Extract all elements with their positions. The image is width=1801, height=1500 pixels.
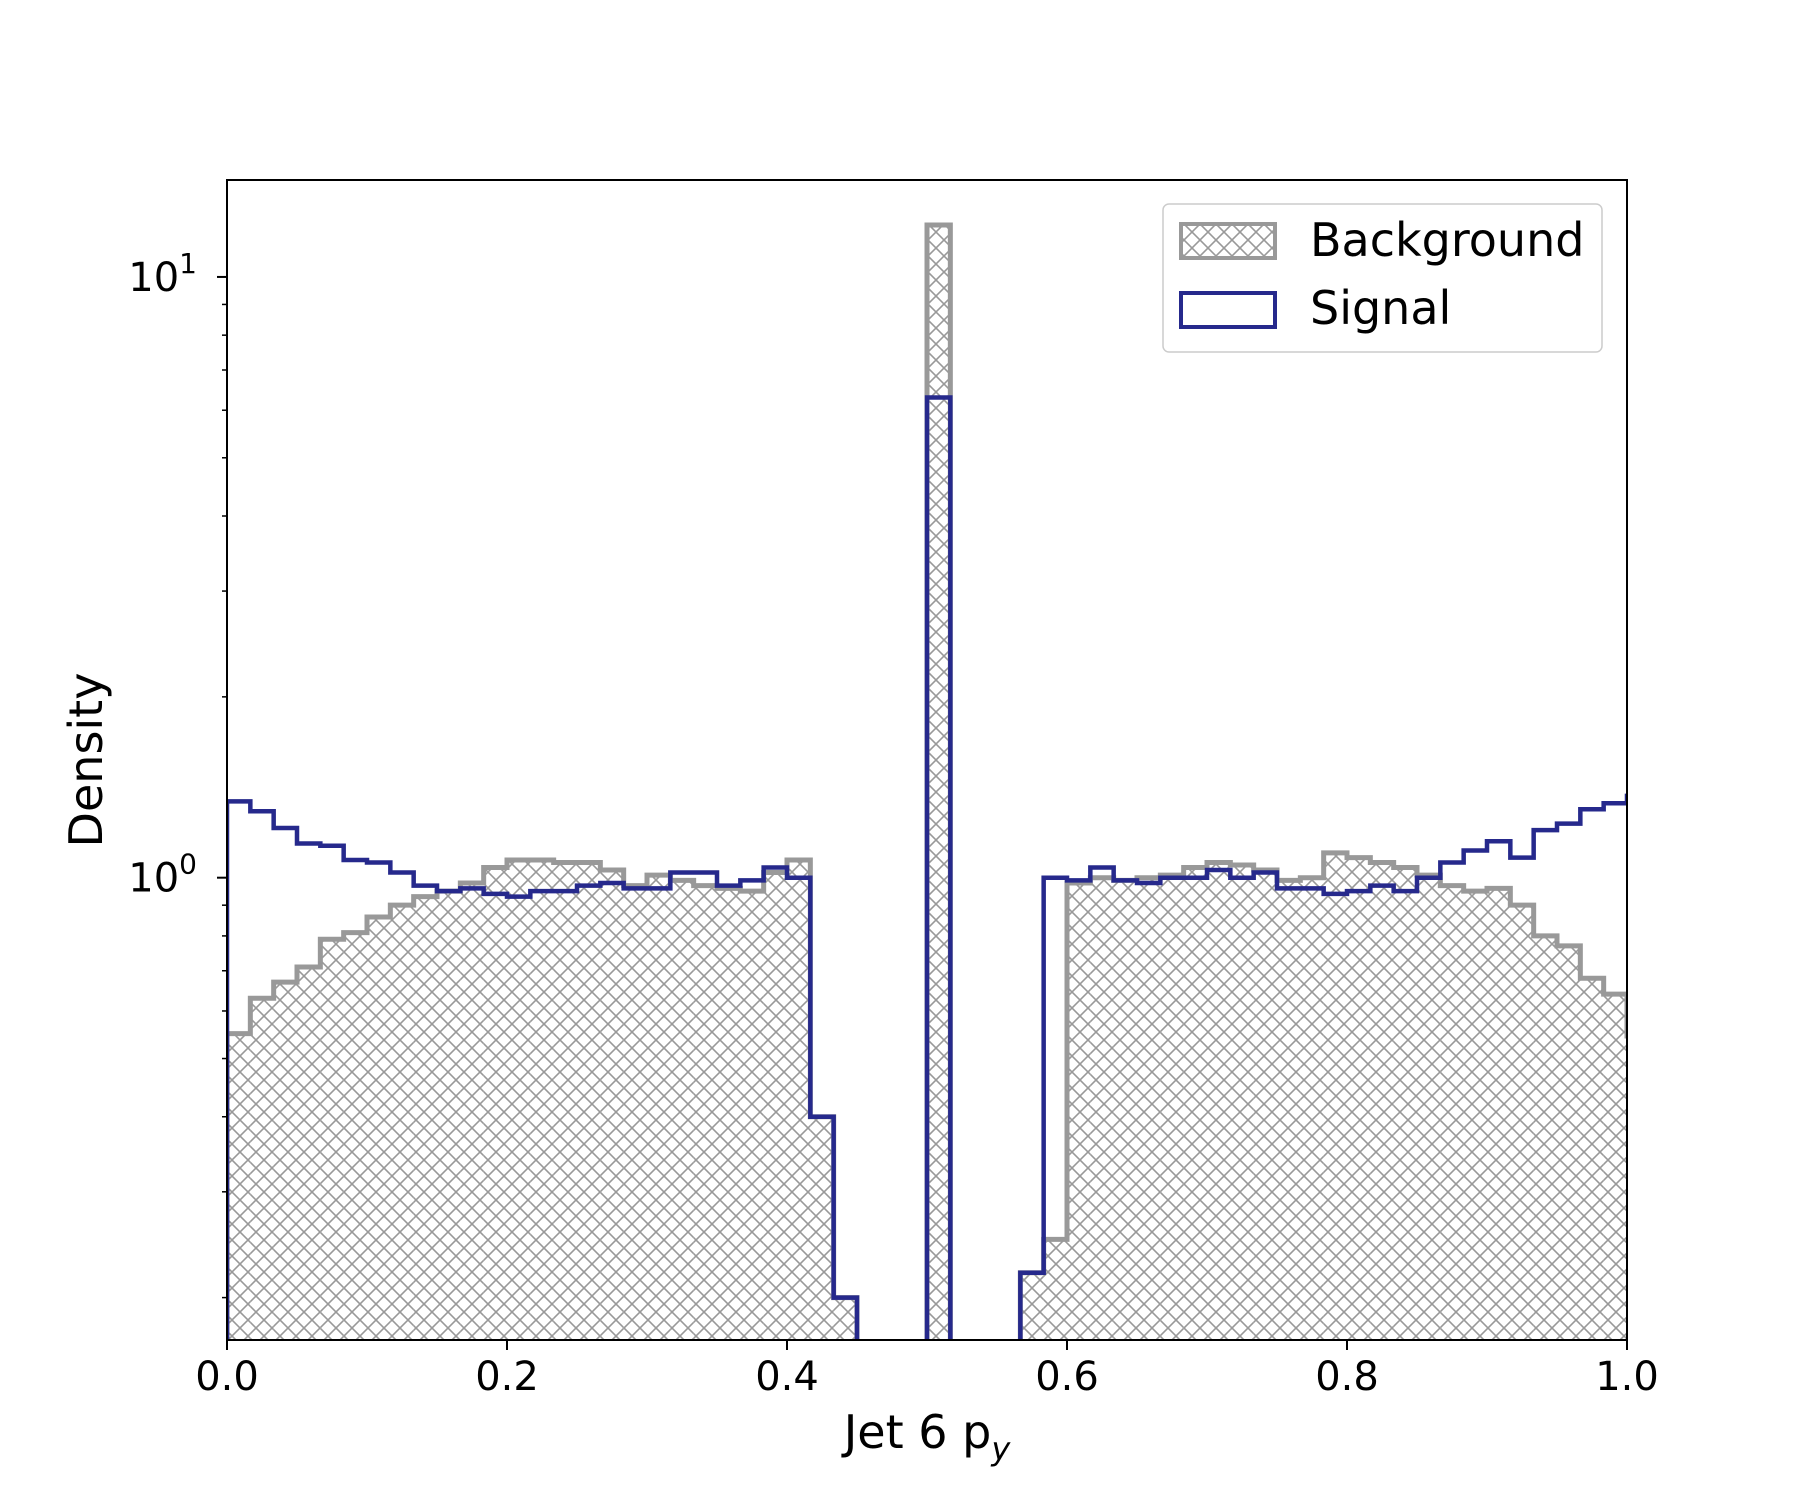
background-bar: [227, 1033, 251, 1340]
background-bar: [1230, 864, 1254, 1340]
background-bar: [577, 862, 601, 1340]
background-bar: [1510, 905, 1534, 1340]
background-bar: [483, 867, 507, 1340]
x-tick-label: 0.4: [755, 1354, 819, 1400]
histogram-bars: [227, 222, 1627, 1340]
background-bar: [1557, 945, 1581, 1340]
x-axis-label-subscript: y: [990, 1430, 1011, 1468]
x-axis-label-main: Jet 6 p: [841, 1405, 992, 1459]
background-bar: [1417, 875, 1441, 1340]
background-bar: [717, 888, 741, 1340]
background-bar: [600, 869, 624, 1340]
x-axis-label: Jet 6 py: [841, 1405, 1012, 1468]
background-bar: [693, 885, 717, 1340]
y-tick-label: 101: [128, 247, 197, 301]
legend-swatch-signal: [1179, 291, 1277, 329]
background-bar: [1253, 869, 1277, 1340]
x-tick-label: 1.0: [1595, 1354, 1659, 1400]
background-bar: [1440, 885, 1464, 1340]
plot-frame: [226, 179, 1628, 1341]
background-bar: [320, 939, 344, 1340]
background-bar: [1580, 978, 1604, 1340]
legend-label-signal: Signal: [1310, 281, 1451, 335]
background-bar: [1020, 1272, 1044, 1340]
background-bar: [1277, 880, 1301, 1340]
background-bar: [250, 998, 274, 1340]
background-bar: [833, 1297, 857, 1340]
background-bar: [1043, 1239, 1067, 1340]
background-bar: [1370, 862, 1394, 1340]
background-bar: [437, 891, 461, 1340]
background-bar: [367, 917, 391, 1340]
background-bar: [1533, 935, 1557, 1340]
background-bar: [763, 872, 787, 1340]
background-bar: [273, 982, 297, 1340]
x-axis-ticks: 0.0 0.2 0.4 0.6 0.8 1.0: [195, 1340, 1659, 1400]
background-bar: [1090, 877, 1114, 1340]
legend: Background Signal: [1162, 203, 1603, 353]
background-bar: [647, 875, 671, 1340]
background-bar: [1323, 852, 1347, 1340]
background-bar: [810, 1116, 834, 1340]
background-bar: [1067, 882, 1091, 1340]
y-axis-label: Density: [59, 673, 113, 848]
background-bar: [1603, 994, 1627, 1340]
background-bar: [1393, 867, 1417, 1340]
background-bar: [740, 891, 764, 1340]
background-bar: [1463, 891, 1487, 1340]
background-bar: [623, 885, 647, 1340]
background-bar: [1160, 875, 1184, 1340]
background-bar: [413, 896, 437, 1340]
x-tick-label: 0.2: [475, 1354, 539, 1400]
legend-label-background: Background: [1310, 213, 1584, 267]
series-background: [227, 222, 1627, 1340]
background-bar: [670, 880, 694, 1340]
background-bar: [553, 862, 577, 1340]
background-bar: [1207, 862, 1231, 1340]
y-tick-label: 100: [128, 848, 197, 902]
x-tick-label: 0.6: [1035, 1354, 1099, 1400]
background-bar: [927, 225, 951, 1340]
x-tick-label: 0.8: [1315, 1354, 1379, 1400]
background-bar: [1300, 877, 1324, 1340]
background-bar: [1487, 888, 1511, 1340]
background-bar: [343, 932, 367, 1340]
background-bar: [1113, 880, 1137, 1340]
background-bar: [507, 860, 531, 1340]
background-bar: [460, 882, 484, 1340]
background-bar: [297, 967, 321, 1340]
background-bar: [1137, 877, 1161, 1340]
series-signal: [227, 395, 1627, 1340]
background-bar: [1347, 857, 1371, 1340]
signal-outline: [227, 395, 1627, 1340]
background-bar: [787, 860, 811, 1340]
legend-swatch-background: [1179, 222, 1277, 260]
background-bar: [1183, 867, 1207, 1340]
x-tick-label: 0.0: [195, 1354, 259, 1400]
y-axis-ticks: 100 101: [128, 247, 227, 1299]
background-bar: [530, 860, 554, 1340]
background-bar: [390, 905, 414, 1340]
